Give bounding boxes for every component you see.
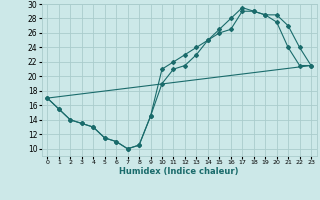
X-axis label: Humidex (Indice chaleur): Humidex (Indice chaleur) (119, 167, 239, 176)
